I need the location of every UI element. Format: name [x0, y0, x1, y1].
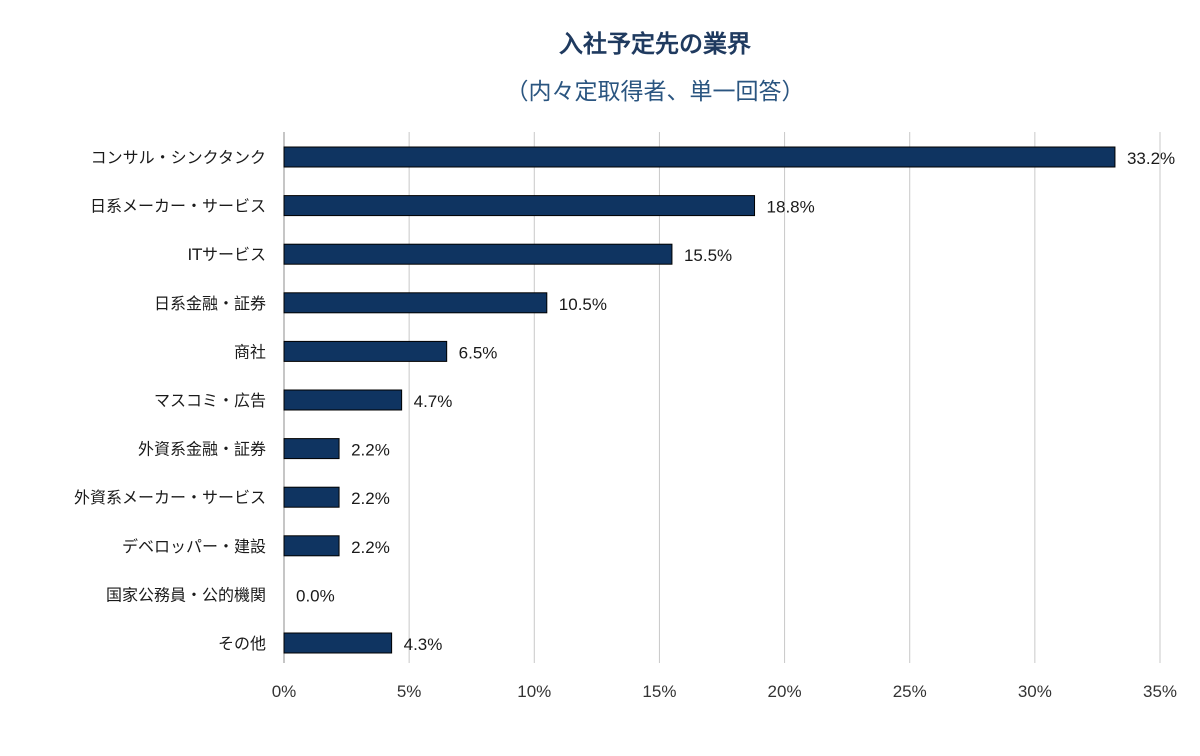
data-label: 10.5%	[559, 295, 607, 314]
data-label: 0.0%	[296, 586, 335, 605]
data-label: 15.5%	[684, 246, 732, 265]
data-label: 4.7%	[414, 392, 453, 411]
x-tick-label: 0%	[272, 682, 297, 701]
data-label: 18.8%	[767, 198, 815, 217]
x-tick-label: 15%	[642, 682, 676, 701]
grid-lines	[283, 132, 1161, 663]
bar	[283, 146, 1116, 168]
category-label: その他	[218, 634, 266, 653]
bar	[283, 340, 448, 362]
bar	[283, 535, 340, 557]
bar	[283, 389, 403, 411]
category-label: 商社	[234, 342, 266, 361]
x-tick-label: 5%	[397, 682, 422, 701]
bar	[283, 292, 548, 314]
data-label: 33.2%	[1127, 149, 1175, 168]
category-label: デベロッパー・建設	[122, 537, 266, 556]
data-label: 2.2%	[351, 538, 390, 557]
chart-subtitle: （内々定取得者、単一回答）	[506, 79, 805, 105]
data-label: 2.2%	[351, 489, 390, 508]
x-tick-label: 30%	[1018, 682, 1052, 701]
bar	[283, 243, 673, 265]
bar	[283, 195, 756, 217]
category-label: コンサル・シンクタンク	[91, 148, 266, 167]
x-tick-label: 25%	[893, 682, 927, 701]
x-tick-label: 20%	[768, 682, 802, 701]
data-label: 4.3%	[404, 635, 443, 654]
x-tick-label: 35%	[1143, 682, 1177, 701]
bar	[283, 438, 340, 460]
category-label: 外資系金融・証券	[138, 440, 266, 459]
bar	[283, 632, 393, 654]
category-label: 日系メーカー・サービス	[90, 197, 266, 216]
category-label: 外資系メーカー・サービス	[74, 488, 266, 507]
bars-group	[283, 146, 1116, 654]
category-label: 日系金融・証券	[154, 294, 266, 313]
data-label: 6.5%	[459, 343, 498, 362]
data-label: 2.2%	[351, 441, 390, 460]
x-tick-label: 10%	[517, 682, 551, 701]
category-label: マスコミ・広告	[154, 391, 266, 410]
data-labels: 33.2% 18.8% 15.5% 10.5% 6.5% 4.7% 2.2% 2.2% 2.2%…	[296, 149, 1175, 654]
chart-title: 入社予定先の業界	[559, 30, 751, 58]
bar	[283, 486, 340, 508]
x-tick-labels: 0% 5% 10% 15% 20% 25% 30% 35%	[272, 682, 1177, 701]
category-label: ITサービス	[188, 245, 267, 264]
category-label: 国家公務員・公的機関	[106, 585, 266, 604]
